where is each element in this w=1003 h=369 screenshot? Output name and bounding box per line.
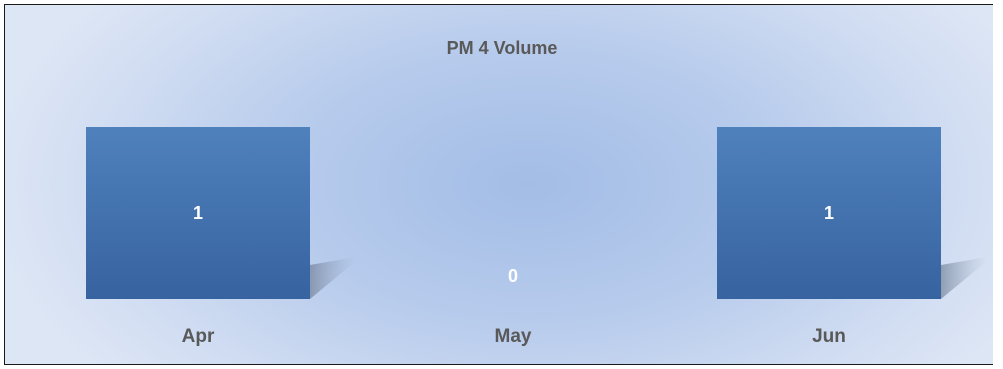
category-label-jun: Jun [812, 326, 846, 347]
bars-layer: 1 Apr 0 May 1 Jun [86, 127, 987, 347]
bar-jun [717, 127, 941, 299]
data-label-apr: 1 [193, 203, 203, 223]
data-label-may: 0 [508, 266, 518, 286]
bar-apr [86, 127, 310, 299]
bar-chart: PM 4 Volume 1 Apr 0 May 1 Jun [86, 38, 987, 347]
bar-shadow-apr [310, 257, 356, 299]
bar-shadow-jun [941, 257, 987, 299]
category-label-may: May [495, 326, 532, 347]
category-label-apr: Apr [182, 326, 215, 347]
chart-area: PM 4 Volume 1 Apr 0 May 1 Jun [4, 4, 993, 365]
chart-title: PM 4 Volume [447, 38, 558, 58]
data-label-jun: 1 [824, 203, 834, 223]
